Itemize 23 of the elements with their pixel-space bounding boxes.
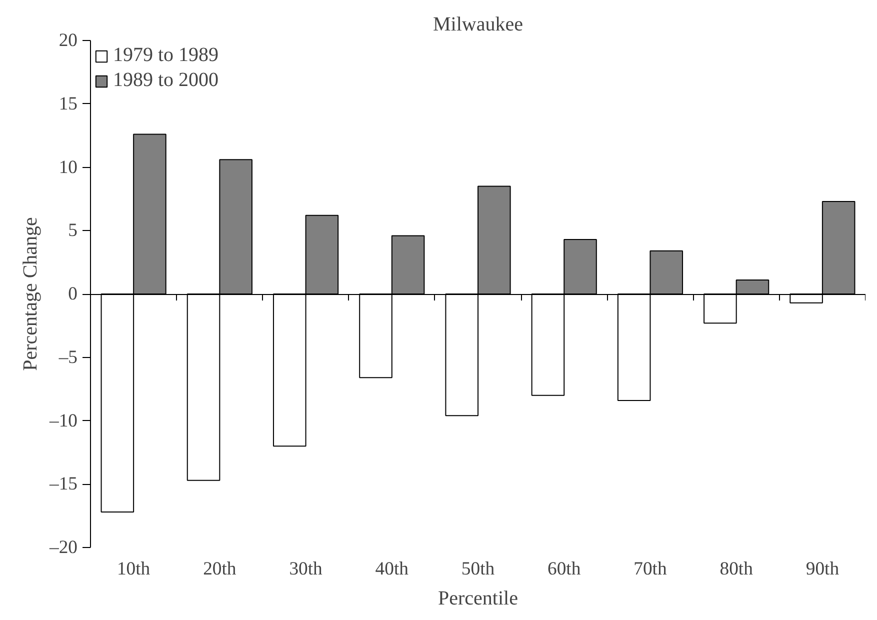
- y-axis-title: Percentage Change: [20, 216, 42, 371]
- y-tick-label: 15: [58, 93, 78, 114]
- x-tick-label: 80th: [720, 558, 754, 580]
- chart-title: Milwaukee: [433, 14, 524, 36]
- x-tick-label: 20th: [203, 558, 237, 580]
- y-tick-label: –20: [48, 537, 78, 558]
- y-tick-label: 20: [58, 30, 78, 51]
- x-tick-label: 60th: [548, 558, 582, 580]
- y-tick-label: –5: [58, 346, 78, 368]
- legend-label: 1989 to 2000: [113, 69, 219, 92]
- x-tick-label: 40th: [375, 558, 410, 580]
- y-tick-label: 0: [68, 284, 78, 304]
- x-tick-label: 10th: [116, 558, 151, 580]
- legend-label: 1979 to 1989: [113, 44, 219, 67]
- x-tick-label: 50th: [461, 558, 496, 580]
- y-tick-label: –15: [48, 474, 78, 495]
- x-axis-title: Percentile: [438, 588, 518, 610]
- y-tick-label: –10: [48, 410, 78, 432]
- y-tick-label: 10: [58, 156, 78, 178]
- y-tick-label: 5: [68, 220, 78, 242]
- x-tick-label: 70th: [634, 558, 668, 580]
- x-tick-label: 90th: [806, 558, 840, 580]
- x-tick-label: 30th: [289, 558, 324, 580]
